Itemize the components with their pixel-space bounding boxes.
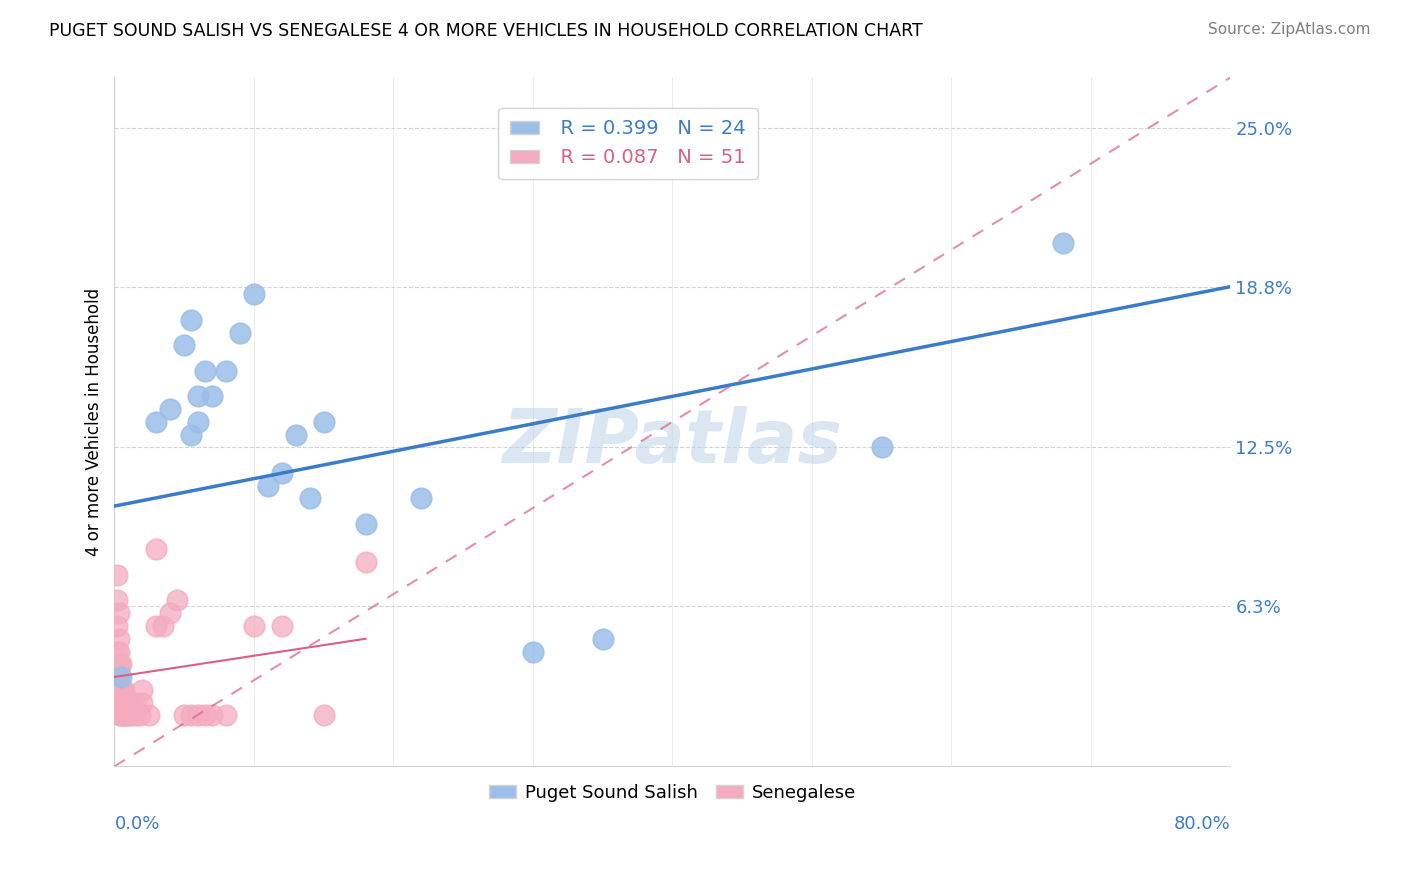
Text: 0.0%: 0.0% xyxy=(114,814,160,832)
Point xyxy=(187,708,209,723)
Point xyxy=(284,427,307,442)
Point xyxy=(114,708,136,723)
Point xyxy=(870,441,893,455)
Point xyxy=(108,682,131,697)
Point xyxy=(145,542,167,557)
Point xyxy=(201,708,224,723)
Text: ZIPatlas: ZIPatlas xyxy=(502,406,842,479)
Point xyxy=(107,657,129,672)
Point xyxy=(124,696,146,710)
Point xyxy=(117,696,139,710)
Point xyxy=(138,708,160,723)
Point xyxy=(120,696,142,710)
Point xyxy=(108,708,131,723)
Point xyxy=(522,644,544,658)
Point xyxy=(187,389,209,403)
Point xyxy=(215,364,238,378)
Point xyxy=(110,670,132,684)
Point xyxy=(1052,236,1074,251)
Text: 80.0%: 80.0% xyxy=(1174,814,1230,832)
Text: Source: ZipAtlas.com: Source: ZipAtlas.com xyxy=(1208,22,1371,37)
Point xyxy=(312,415,335,429)
Point xyxy=(243,619,266,633)
Point xyxy=(110,708,132,723)
Point xyxy=(354,516,377,531)
Point xyxy=(194,708,217,723)
Point xyxy=(105,593,128,607)
Point xyxy=(107,696,129,710)
Point xyxy=(105,619,128,633)
Point xyxy=(180,708,202,723)
Point xyxy=(111,708,134,723)
Point xyxy=(229,326,252,340)
Point xyxy=(108,696,131,710)
Point xyxy=(243,287,266,301)
Point xyxy=(107,670,129,684)
Point xyxy=(145,619,167,633)
Point xyxy=(128,708,150,723)
Y-axis label: 4 or more Vehicles in Household: 4 or more Vehicles in Household xyxy=(86,288,103,556)
Point xyxy=(105,670,128,684)
Point xyxy=(107,682,129,697)
Point xyxy=(111,682,134,697)
Legend: Puget Sound Salish, Senegalese: Puget Sound Salish, Senegalese xyxy=(481,777,863,809)
Point xyxy=(105,644,128,658)
Point xyxy=(110,682,132,697)
Point xyxy=(411,491,433,506)
Point xyxy=(180,427,202,442)
Point xyxy=(120,708,142,723)
Point xyxy=(145,415,167,429)
Point xyxy=(112,682,135,697)
Point xyxy=(108,682,131,697)
Point xyxy=(131,682,153,697)
Point xyxy=(215,708,238,723)
Point xyxy=(270,619,292,633)
Point xyxy=(354,555,377,569)
Point xyxy=(131,696,153,710)
Point xyxy=(173,338,195,352)
Point xyxy=(257,478,280,492)
Point xyxy=(107,632,129,646)
Point xyxy=(112,708,135,723)
Point xyxy=(159,402,181,417)
Point xyxy=(105,568,128,582)
Point xyxy=(107,606,129,620)
Point xyxy=(114,696,136,710)
Point xyxy=(124,708,146,723)
Point xyxy=(592,632,614,646)
Point xyxy=(298,491,321,506)
Point xyxy=(201,389,224,403)
Point xyxy=(180,313,202,327)
Point xyxy=(108,657,131,672)
Point xyxy=(107,644,129,658)
Point xyxy=(312,708,335,723)
Point xyxy=(110,657,132,672)
Point xyxy=(173,708,195,723)
Point xyxy=(117,708,139,723)
Point xyxy=(152,619,174,633)
Point xyxy=(166,593,188,607)
Point xyxy=(194,364,217,378)
Point xyxy=(159,606,181,620)
Point xyxy=(187,415,209,429)
Point xyxy=(270,466,292,480)
Text: PUGET SOUND SALISH VS SENEGALESE 4 OR MORE VEHICLES IN HOUSEHOLD CORRELATION CHA: PUGET SOUND SALISH VS SENEGALESE 4 OR MO… xyxy=(49,22,922,40)
